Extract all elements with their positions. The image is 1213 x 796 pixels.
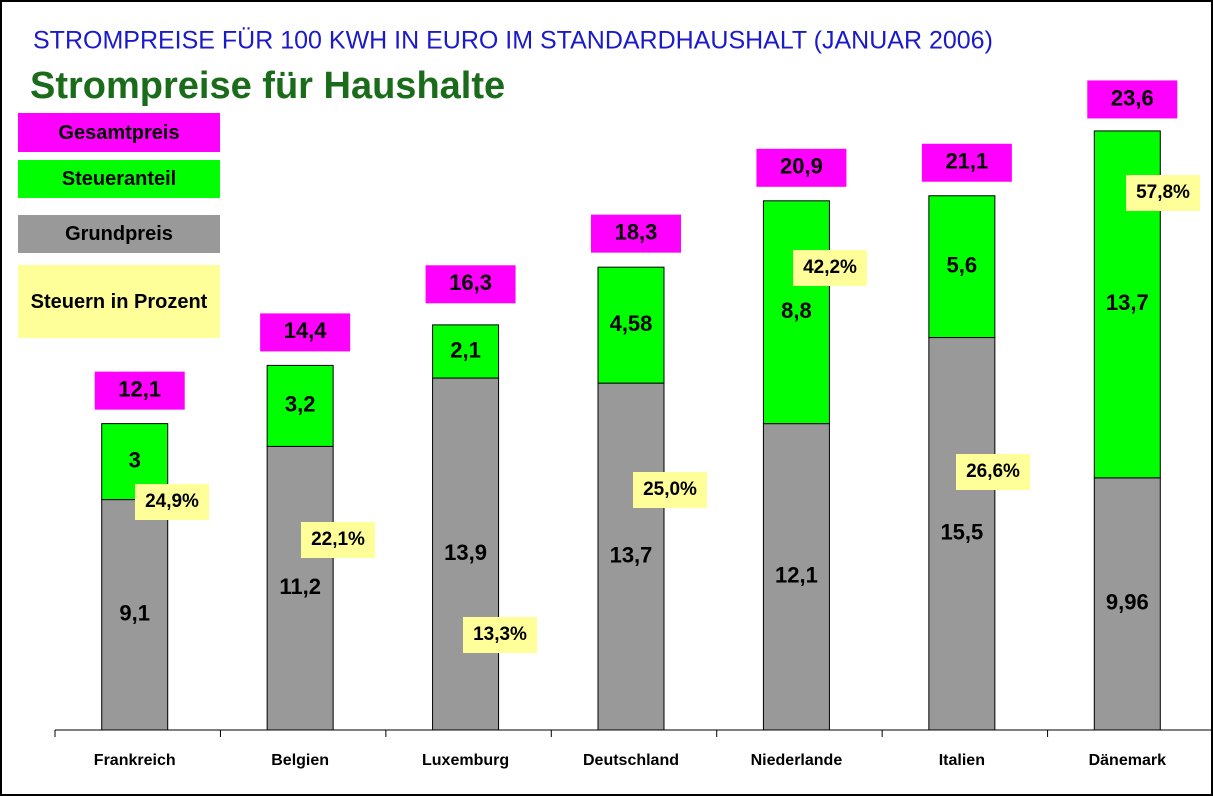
bar-segment bbox=[762, 423, 830, 731]
total-label: 14,4 bbox=[284, 318, 328, 343]
legend-label: Steuern in Prozent bbox=[30, 290, 208, 313]
value-label: 3 bbox=[129, 447, 141, 472]
x-tick-label: Dänemark bbox=[1089, 752, 1166, 769]
legend-entry: Steuern in Prozent bbox=[30, 290, 208, 313]
tax-share-box bbox=[463, 617, 537, 653]
bar-segment bbox=[928, 195, 996, 339]
tax-share-label: 24,9% bbox=[145, 491, 199, 512]
bar-segment bbox=[597, 382, 665, 731]
x-tick-label: Niederlande bbox=[751, 752, 843, 769]
value-label: 4,58 bbox=[610, 311, 653, 336]
bar-segment bbox=[762, 200, 830, 425]
tax-share-box bbox=[633, 472, 707, 508]
tax-share-box bbox=[301, 522, 375, 558]
legend-swatch bbox=[18, 215, 220, 253]
total-box bbox=[1087, 80, 1178, 119]
bar-segment bbox=[432, 324, 500, 379]
x-tick-label: Italien bbox=[939, 752, 985, 769]
total-box bbox=[921, 143, 1012, 182]
total-label: 23,6 bbox=[1111, 85, 1154, 110]
x-tick-label: Deutschland bbox=[583, 752, 679, 769]
bar-segment bbox=[266, 445, 334, 731]
tax-share-label: 25,0% bbox=[643, 479, 697, 500]
total-box bbox=[94, 371, 185, 410]
bar-segment bbox=[597, 266, 665, 384]
chart-title: STROMPREISE FÜR 100 KWH IN EURO IM STAND… bbox=[33, 27, 993, 55]
tax-share-box bbox=[956, 454, 1030, 490]
legend-entry: Grundpreis bbox=[65, 223, 173, 245]
tax-share-label: 42,2% bbox=[803, 257, 857, 278]
legend-entry: Steueranteil bbox=[61, 168, 177, 190]
value-label: 13,7 bbox=[610, 542, 653, 567]
total-box bbox=[591, 214, 681, 253]
tax-share-label: 26,6% bbox=[966, 461, 1020, 482]
bar-segment bbox=[1093, 477, 1161, 731]
total-label: 21,1 bbox=[945, 149, 988, 174]
tax-share-box bbox=[1126, 175, 1200, 211]
legend-entry: Gesamtpreis bbox=[58, 121, 180, 144]
total-label: 12,1 bbox=[118, 376, 161, 401]
tax-share-box bbox=[135, 484, 209, 520]
legend-swatch bbox=[18, 265, 220, 338]
legend-label: Grundpreis bbox=[65, 223, 173, 245]
legend-label: Steueranteil bbox=[61, 168, 177, 190]
total-label: 18,3 bbox=[615, 219, 658, 244]
legend-label: Gesamtpreis bbox=[58, 121, 180, 144]
chart-subtitle: Strompreise für Haushalte bbox=[30, 65, 505, 107]
legend-swatch bbox=[18, 113, 220, 152]
value-label: 9,96 bbox=[1106, 590, 1149, 615]
tax-share-label: 13,3% bbox=[473, 624, 527, 645]
value-label: 2,1 bbox=[450, 337, 481, 362]
tax-share-label: 57,8% bbox=[1136, 182, 1190, 203]
tax-share-label: 22,1% bbox=[311, 529, 365, 550]
total-box bbox=[260, 313, 351, 352]
value-label: 13,9 bbox=[444, 540, 487, 565]
value-label: 5,6 bbox=[947, 252, 978, 277]
x-tick-label: Luxemburg bbox=[422, 752, 509, 769]
x-tick-label: Frankreich bbox=[94, 752, 176, 769]
bar-segment bbox=[266, 364, 334, 447]
bar-segment bbox=[928, 337, 996, 731]
total-label: 16,3 bbox=[449, 270, 492, 295]
bar-segment bbox=[432, 377, 500, 731]
value-label: 9,1 bbox=[119, 601, 150, 626]
value-label: 13,7 bbox=[1106, 290, 1149, 315]
value-label: 8,8 bbox=[781, 298, 812, 323]
x-tick-label: Belgien bbox=[271, 752, 329, 769]
tax-share-box bbox=[793, 250, 867, 286]
value-label: 11,2 bbox=[279, 574, 321, 599]
value-label: 15,5 bbox=[940, 520, 983, 545]
total-box bbox=[425, 265, 516, 304]
total-label: 20,9 bbox=[780, 154, 823, 179]
bar-segment bbox=[101, 499, 169, 731]
legend-swatch bbox=[18, 160, 220, 198]
total-box bbox=[756, 148, 847, 187]
value-label: 12,1 bbox=[775, 563, 818, 588]
value-label: 3,2 bbox=[285, 392, 316, 417]
